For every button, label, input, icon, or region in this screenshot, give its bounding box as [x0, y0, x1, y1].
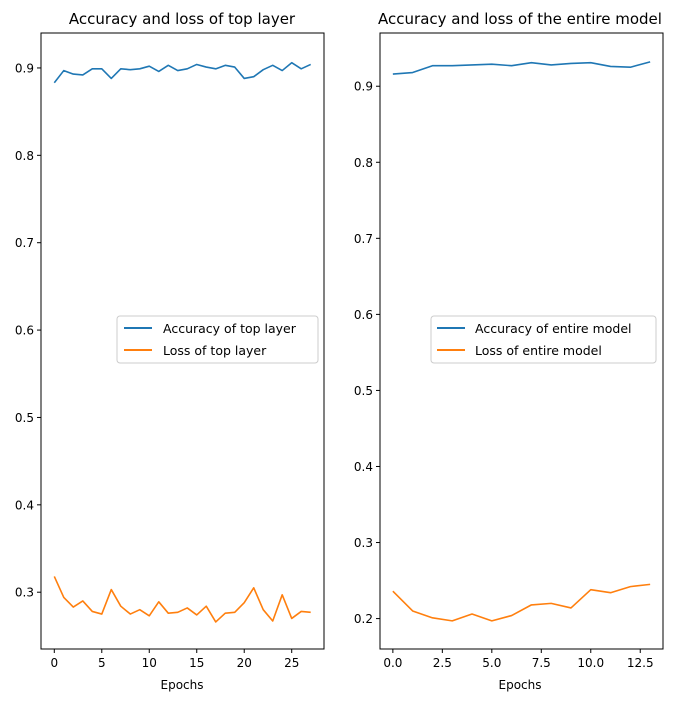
y-tick-label: 0.4 — [354, 460, 373, 474]
x-tick-label: 5 — [98, 656, 106, 670]
x-tick-label: 0.0 — [383, 656, 402, 670]
x-tick-label: 12.5 — [627, 656, 654, 670]
y-tick-label: 0.8 — [15, 149, 34, 163]
plot-frame — [379, 32, 664, 650]
legend-label-accuracy: Accuracy of entire model — [475, 321, 632, 336]
series-line-loss — [53, 576, 311, 623]
x-tick-label: 15 — [189, 656, 204, 670]
legend: Accuracy of top layer Loss of top layer — [116, 315, 319, 364]
x-tick-label: 5.0 — [482, 656, 501, 670]
x-tick-label: 2.5 — [433, 656, 452, 670]
plot-marks: 0 5 10 15 20 25 0.3 0.4 0.5 0.6 0.7 0.8 0.9 — [15, 61, 312, 670]
x-axis-label: Epochs — [499, 678, 542, 692]
legend-box — [116, 315, 319, 364]
y-tick-label: 0.3 — [354, 536, 373, 550]
y-tick-label: 0.2 — [354, 612, 373, 626]
chart-title: Accuracy and loss of top layer — [69, 10, 296, 28]
y-tick-label: 0.9 — [354, 80, 373, 94]
legend-label-loss: Loss of top layer — [163, 343, 267, 358]
y-tick-label: 0.3 — [15, 586, 34, 600]
x-tick-label: 10 — [142, 656, 157, 670]
legend: Accuracy of entire model Loss of entire … — [430, 315, 657, 364]
x-axis-label: Epochs — [161, 678, 204, 692]
x-tick-label: 7.5 — [532, 656, 551, 670]
x-tick-label: 20 — [237, 656, 252, 670]
y-tick-label: 0.6 — [354, 308, 373, 322]
y-tick-label: 0.5 — [15, 411, 34, 425]
y-tick-label: 0.9 — [15, 61, 34, 75]
y-tick-label: 0.6 — [15, 324, 34, 338]
legend-label-loss: Loss of entire model — [475, 343, 602, 358]
y-tick-label: 0.7 — [15, 236, 34, 250]
y-tick-label: 0.8 — [354, 156, 373, 170]
entire-model-chart: Accuracy and loss of the entire model Ep… — [354, 10, 664, 692]
top-layer-chart: Accuracy and loss of top layer Epochs 0 5… — [15, 10, 325, 692]
series-line-loss — [392, 583, 651, 622]
series-line-accuracy — [392, 61, 651, 75]
legend-label-accuracy: Accuracy of top layer — [163, 321, 297, 336]
y-tick-label: 0.7 — [354, 232, 373, 246]
chart-title: Accuracy and loss of the entire model — [378, 10, 662, 28]
x-tick-label: 0 — [50, 656, 58, 670]
plot-frame — [40, 32, 325, 650]
x-tick-label: 25 — [284, 656, 299, 670]
x-tick-label: 10.0 — [577, 656, 604, 670]
series-line-accuracy — [53, 61, 312, 84]
plot-marks: 0.0 2.5 5.0 7.5 10.0 12.5 0.2 0.3 0.4 0.5 0.6 0.7 0.… — [354, 61, 654, 670]
y-tick-label: 0.4 — [15, 498, 34, 512]
y-tick-label: 0.5 — [354, 384, 373, 398]
legend-box — [430, 315, 657, 364]
